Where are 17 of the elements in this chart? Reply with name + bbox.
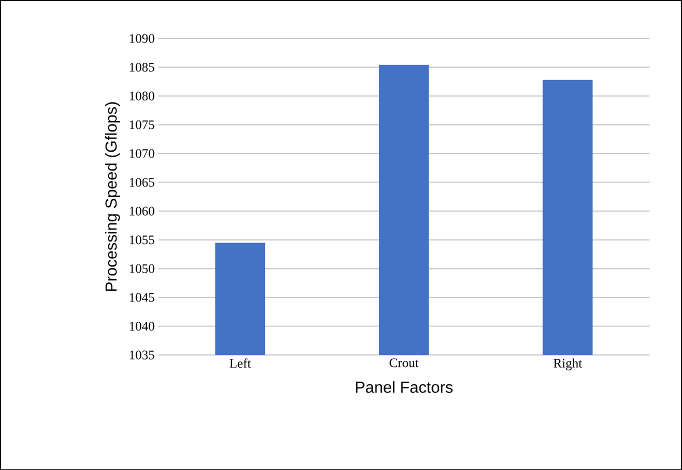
y-tick-label: 1055 [130,235,154,244]
y-tick-label: 1070 [130,149,154,158]
y-axis-title: Processing Speed (Gflops) [105,102,120,291]
y-tick-label: 1060 [130,206,154,216]
y-tick-label: 1040 [130,322,154,330]
y-tick-label: 1045 [130,292,154,302]
y-tick-label: 1035 [130,350,154,360]
x-tick-label: Crout [390,358,419,368]
x-axis-title: Panel Factors [356,381,453,393]
y-tick-label: 1050 [130,264,154,273]
y-tick-label: 1075 [130,120,154,130]
x-tick-label: Left [230,358,251,368]
x-tick-label: Right [554,358,582,370]
y-tick-label: 1090 [130,34,154,43]
y-tick-label: 1065 [130,178,154,187]
y-tick-label: 1085 [130,62,154,72]
y-tick-label: 1080 [130,91,154,100]
